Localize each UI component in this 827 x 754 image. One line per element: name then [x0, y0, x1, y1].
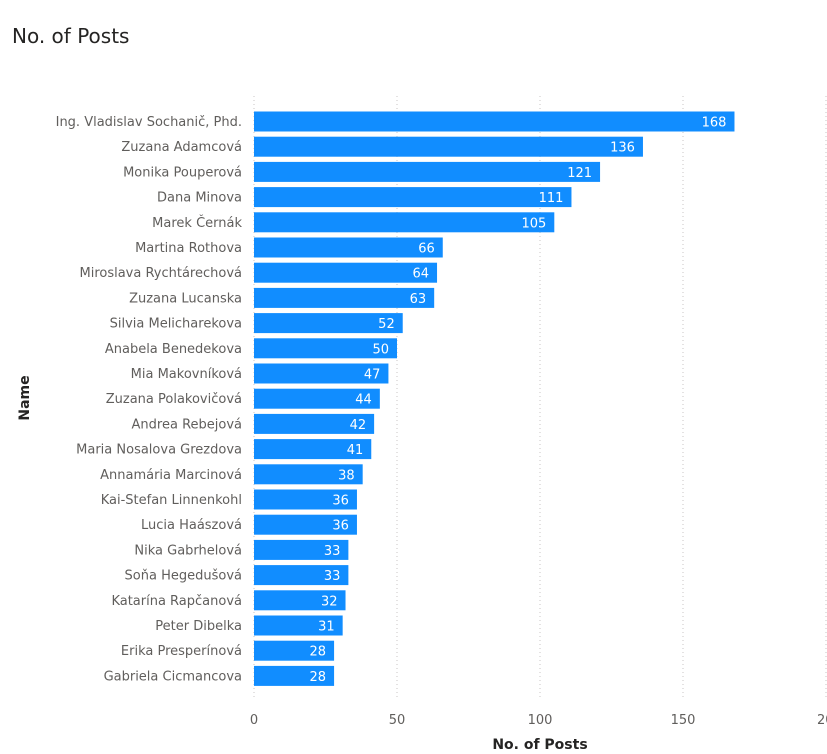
- bar[interactable]: [254, 665, 335, 686]
- value-label: 31: [318, 620, 335, 635]
- category-label: Mia Makovníková: [131, 367, 242, 382]
- value-label: 42: [350, 418, 367, 433]
- category-label: Kai-Stefan Linnenkohl: [101, 493, 242, 508]
- value-label: 111: [539, 191, 564, 206]
- category-label: Anabela Benedekova: [105, 342, 242, 357]
- value-label: 38: [338, 468, 355, 483]
- value-label: 36: [332, 494, 349, 509]
- value-label: 33: [324, 544, 341, 559]
- bar[interactable]: [254, 489, 357, 510]
- bars: [254, 111, 735, 686]
- bar[interactable]: [254, 514, 357, 535]
- value-label: 44: [355, 393, 372, 408]
- category-label: Zuzana Lucanska: [129, 291, 242, 306]
- category-label: Monika Pouperová: [123, 165, 242, 180]
- bar[interactable]: [254, 313, 403, 334]
- category-label: Silvia Melicharekova: [110, 317, 242, 332]
- category-label: Zuzana Adamcová: [121, 140, 242, 155]
- category-label: Katarína Rapčanová: [111, 594, 242, 609]
- value-label: 168: [702, 116, 727, 131]
- value-label: 105: [521, 216, 546, 231]
- bar[interactable]: [254, 439, 372, 460]
- category-label: Dana Minova: [157, 191, 242, 206]
- category-label: Maria Nosalova Grezdova: [76, 443, 242, 458]
- bar[interactable]: [254, 212, 555, 233]
- value-label: 66: [418, 242, 435, 257]
- bar[interactable]: [254, 413, 375, 434]
- x-tick-label: 0: [250, 713, 258, 728]
- x-tick-label: 150: [671, 713, 696, 728]
- x-tick-labels: 0 50 100 150 20: [250, 713, 827, 728]
- bar[interactable]: [254, 187, 572, 208]
- value-label: 28: [310, 670, 327, 685]
- x-tick-label: 100: [528, 713, 553, 728]
- bar[interactable]: [254, 287, 435, 308]
- value-label: 47: [364, 368, 381, 383]
- value-label: 28: [310, 645, 327, 660]
- value-label: 33: [324, 569, 341, 584]
- bar[interactable]: [254, 262, 438, 283]
- category-label: Martina Rothova: [135, 241, 242, 256]
- bar[interactable]: [254, 590, 346, 611]
- category-label: Nika Gabrhelová: [134, 543, 242, 558]
- bar[interactable]: [254, 136, 643, 157]
- bar[interactable]: [254, 388, 380, 409]
- bar[interactable]: [254, 111, 735, 132]
- value-label: 41: [347, 443, 364, 458]
- value-label: 64: [412, 267, 429, 282]
- x-axis-title: No. of Posts: [492, 737, 587, 753]
- category-label: Peter Dibelka: [155, 619, 242, 634]
- value-label: 52: [378, 317, 395, 332]
- value-label: 121: [567, 166, 592, 181]
- value-label: 36: [332, 519, 349, 534]
- x-tick-label: 20: [817, 713, 827, 728]
- y-axis-title: Name: [17, 375, 33, 420]
- category-label: Andrea Rebejová: [132, 417, 242, 432]
- bar[interactable]: [254, 464, 363, 485]
- category-label: Lucia Haászová: [141, 518, 242, 533]
- value-label: 136: [610, 141, 635, 156]
- bar[interactable]: [254, 539, 349, 560]
- category-label: Ing. Vladislav Sochanič, Phd.: [56, 115, 242, 130]
- bar[interactable]: [254, 363, 389, 384]
- chart-title: No. of Posts: [12, 24, 130, 48]
- bar[interactable]: [254, 338, 397, 359]
- category-labels: Ing. Vladislav Sochanič, Phd. Zuzana Adam…: [56, 115, 243, 684]
- category-label: Marek Černák: [152, 215, 242, 231]
- value-label: 32: [321, 594, 338, 609]
- x-tick-label: 50: [389, 713, 406, 728]
- category-label: Gabriela Cicmancova: [104, 669, 242, 684]
- category-label: Miroslava Rychtárechová: [79, 266, 242, 281]
- value-label: 50: [372, 342, 389, 357]
- bar[interactable]: [254, 237, 443, 258]
- category-label: Soňa Hegedušová: [125, 569, 242, 584]
- category-label: Annamária Marcinová: [100, 468, 242, 483]
- bar[interactable]: [254, 161, 601, 182]
- bar[interactable]: [254, 565, 349, 586]
- value-label: 63: [410, 292, 427, 307]
- bar[interactable]: [254, 640, 335, 661]
- category-label: Erika Presperínová: [121, 644, 242, 659]
- bar[interactable]: [254, 615, 343, 636]
- category-label: Zuzana Polakovičová: [106, 392, 242, 407]
